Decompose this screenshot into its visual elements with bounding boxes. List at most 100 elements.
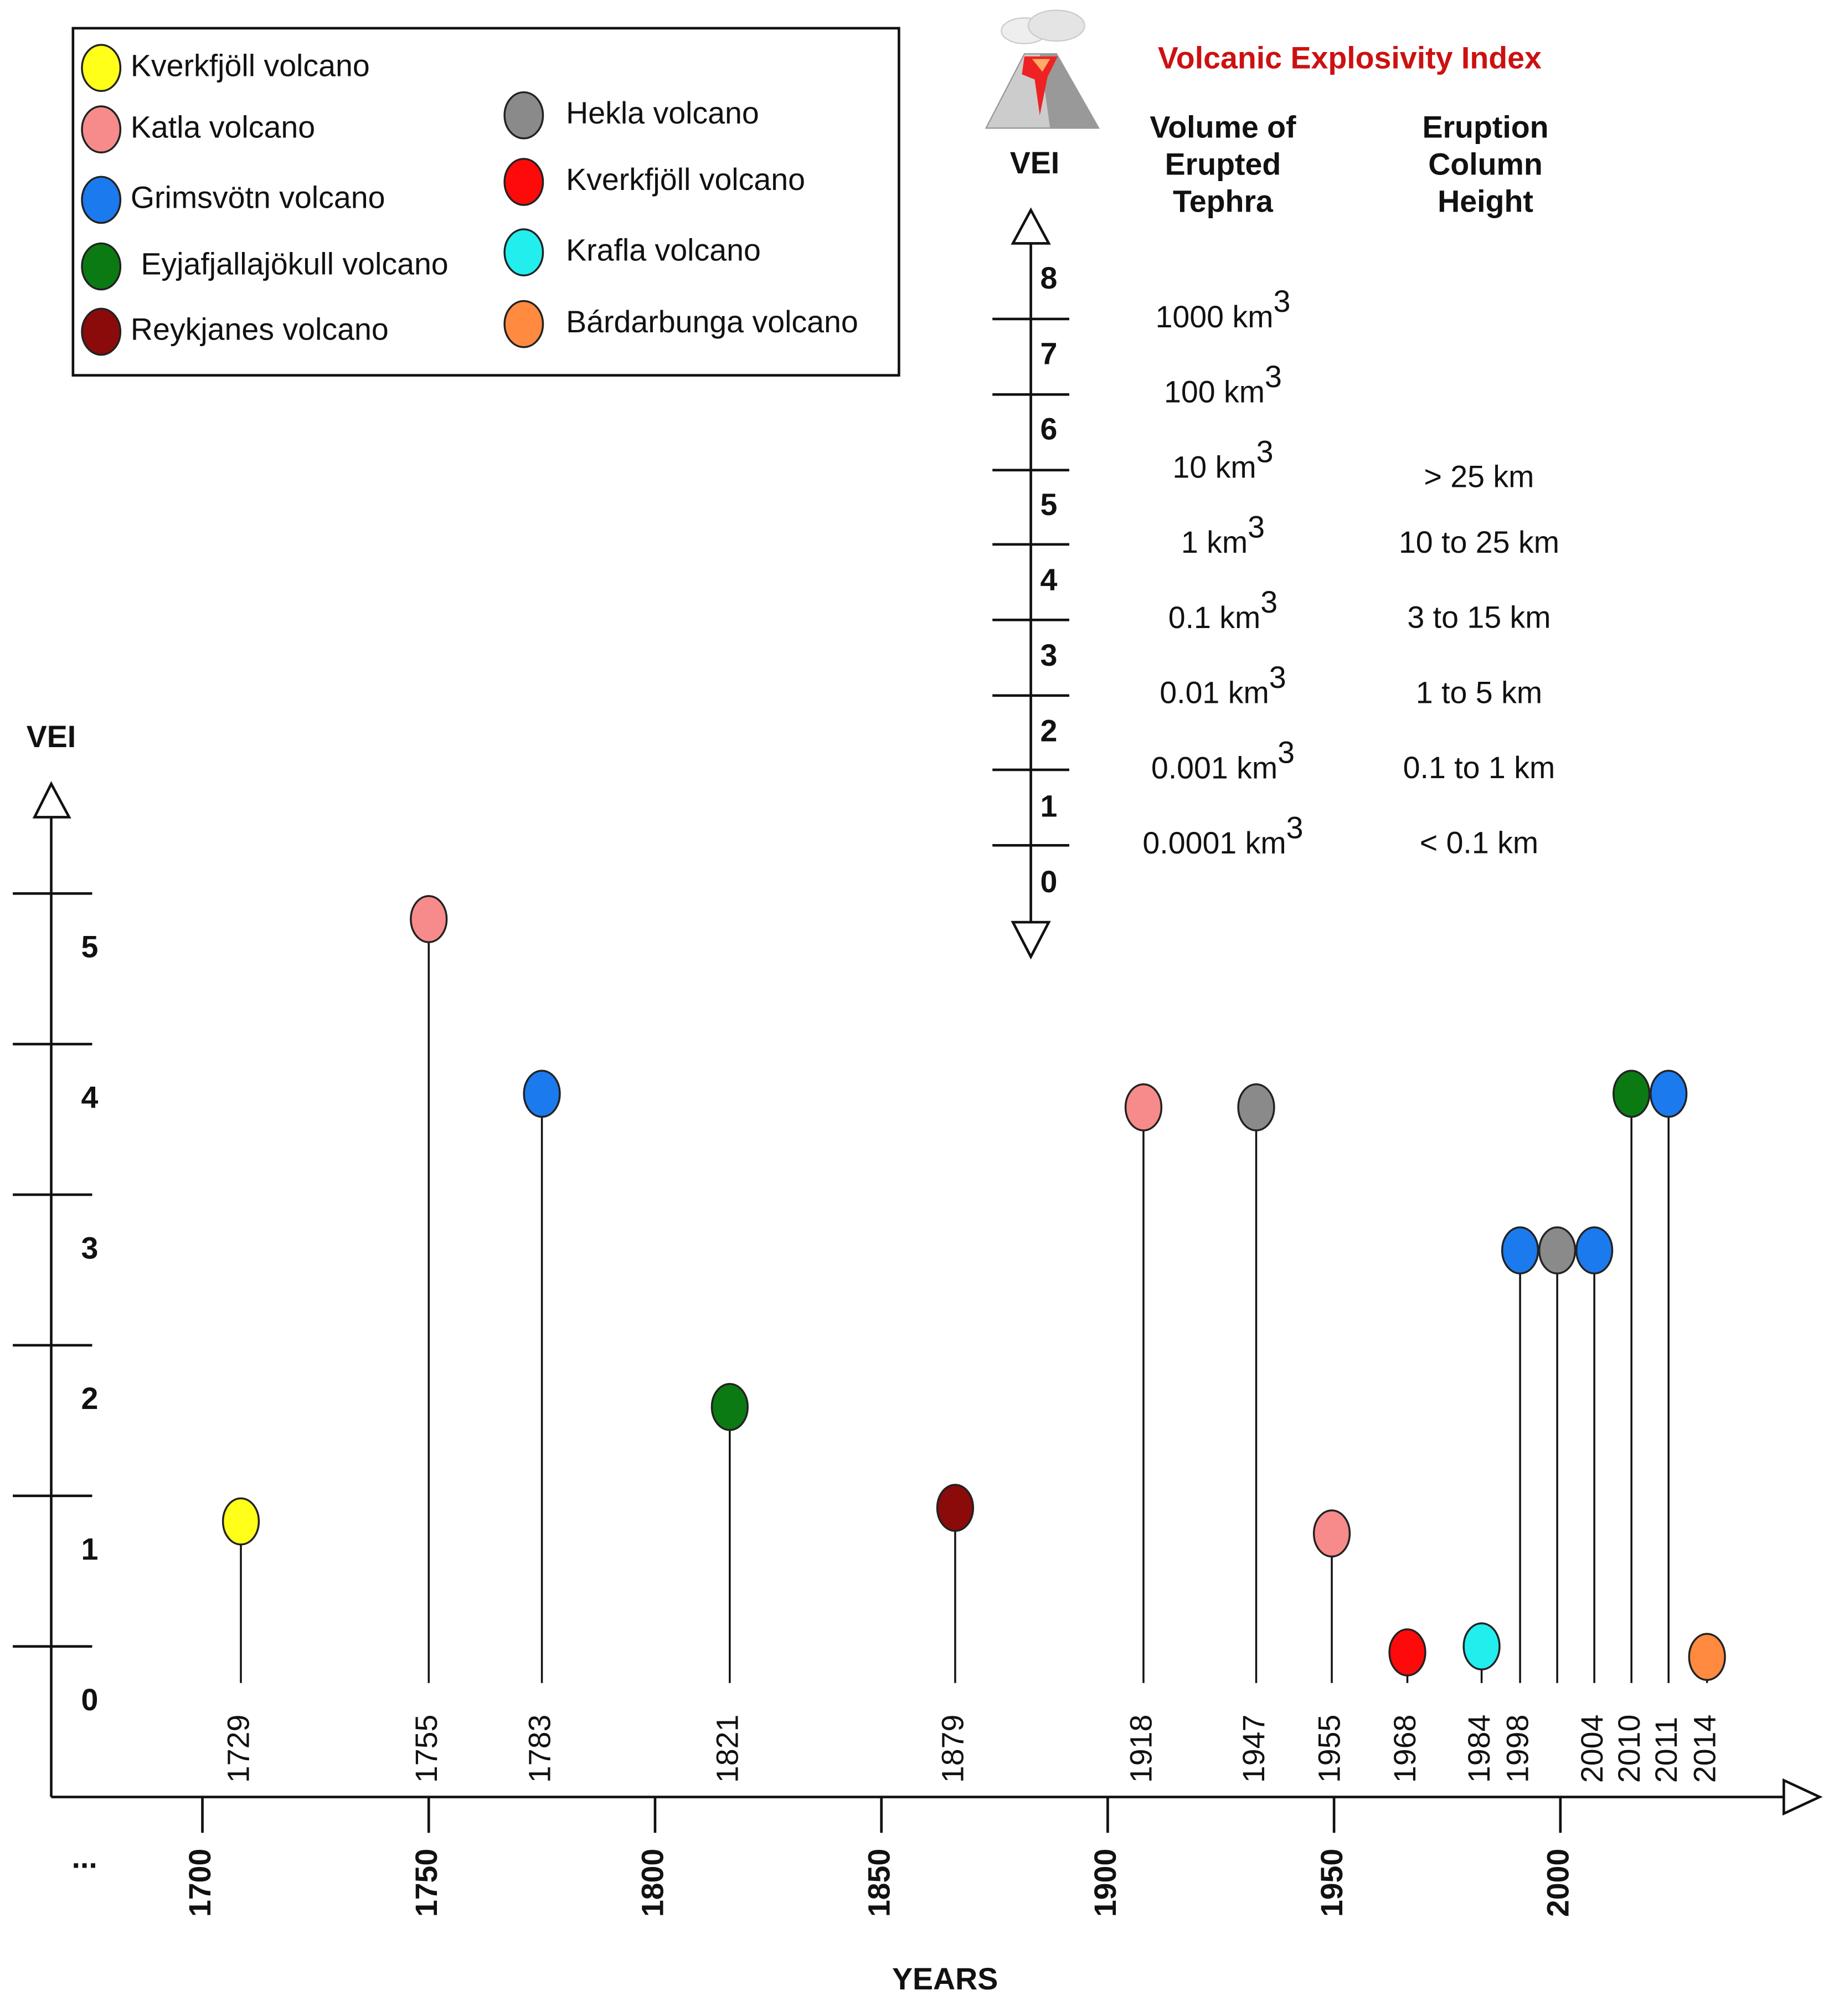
volume-value: 10 km [1172,450,1256,484]
eruption-marker [410,895,448,943]
volume-cell: 10 km3 [1172,434,1273,484]
legend-label: Bárdarbunga volcano [566,305,858,339]
legend-label: Reykjanes volcano [131,312,389,347]
volume-exponent: 3 [1278,735,1295,769]
year-label: 1729 [222,1715,256,1783]
year-label: 1955 [1312,1715,1347,1783]
volume-header: Tephra [1173,184,1274,218]
x-tick-label: 1900 [1088,1849,1122,1917]
eruption-marker [1124,1083,1163,1132]
eruption-marker [523,1069,561,1118]
volume-cell: 0.0001 km3 [1142,810,1303,860]
height-cell: > 25 km [1424,460,1534,494]
legend-swatch [81,105,122,153]
year-label: 2004 [1575,1715,1609,1783]
height-cell: 0.1 to 1 km [1403,750,1555,785]
vei-arrow-up [1011,207,1051,245]
legend-swatch [503,91,544,140]
vei-level: 8 [1041,261,1058,295]
volume-cell: 0.001 km3 [1151,735,1295,785]
legend-label: Kverkfjöll volcano [566,162,805,197]
height-header: Height [1438,184,1533,218]
height-header: Eruption [1422,110,1548,144]
eruption-marker [222,1497,260,1546]
vei-level: 0 [1041,865,1058,899]
volume-header: Volume of [1150,110,1296,144]
volume-exponent: 3 [1265,359,1282,394]
y-axis-label: VEI [27,719,76,754]
volume-cell: 1 km3 [1181,510,1265,559]
y-tick-label: 4 [81,1080,98,1114]
x-axis-start: ... [71,1840,97,1874]
y-axis-arrow [32,781,71,819]
year-label: 2011 [1649,1717,1683,1783]
vei-title: Volcanic Explosivity Index [1158,40,1542,75]
eruption-marker [1462,1622,1501,1670]
eruption-marker [1650,1069,1688,1118]
vei-level: 1 [1041,789,1058,824]
legend-label: Hekla volcano [566,96,759,130]
vei-level: 6 [1041,412,1058,446]
volume-value: 1000 km [1156,300,1274,334]
eruption-marker [1237,1083,1275,1132]
eruption-marker [1312,1509,1351,1558]
legend-label: Grimsvötn volcano [131,180,385,214]
x-tick-label: 1750 [409,1849,444,1917]
eruption-marker [936,1484,975,1532]
year-label: 1984 [1462,1715,1496,1783]
year-label: 1968 [1388,1715,1422,1783]
vei-level: 2 [1041,713,1058,748]
volume-exponent: 3 [1286,810,1304,845]
legend-swatch [81,176,122,224]
x-tick-label: 2000 [1541,1849,1575,1917]
year-label: 2014 [1687,1715,1722,1783]
eruption-marker [1388,1628,1426,1676]
year-label: 1783 [522,1715,557,1783]
legend-label: Katla volcano [131,110,315,144]
x-tick-label: 1800 [636,1849,670,1917]
vei-level: 7 [1041,336,1058,371]
eruption-marker [1575,1226,1614,1274]
height-cell: < 0.1 km [1420,826,1538,860]
plot: 0 1 2 3 4 5 1700 1750 1800 1850 1900 1950 2000 1729 17… [13,892,1726,1917]
legend-label: Krafla volcano [566,233,761,267]
year-label: 2010 [1612,1715,1646,1783]
legend-swatch [81,242,122,291]
eruption-marker [1501,1226,1539,1274]
height-header: Column [1428,147,1543,181]
y-tick-label: 5 [81,930,98,964]
volcano-icon [985,9,1100,129]
volume-value: 1 km [1181,525,1248,559]
legend-swatch [503,300,544,348]
volume-cell: 0.01 km3 [1160,660,1286,710]
y-tick-label: 2 [81,1381,98,1416]
volume-header: Erupted [1165,147,1281,181]
legend-swatch [503,158,544,206]
height-cell: 1 to 5 km [1416,675,1542,709]
x-tick-label: 1850 [862,1849,896,1917]
legend-swatch [81,307,122,356]
y-tick-label: 1 [81,1532,98,1566]
vei-ticks [992,317,1069,847]
eruption-marker [710,1382,749,1431]
legend-label: Eyjafjallajökull volcano [141,247,448,281]
volume-exponent: 3 [1269,660,1286,695]
vei-axis-label: VEI [1010,146,1059,180]
legend-swatch [81,44,122,92]
x-tick-label: 1950 [1315,1849,1349,1917]
vei-level: 5 [1041,487,1058,522]
eruption-marker [1538,1226,1577,1274]
year-label: 1879 [936,1715,970,1783]
volume-value: 0.0001 km [1142,826,1286,860]
volume-cell: 100 km3 [1164,359,1282,409]
volume-value: 0.001 km [1151,750,1278,785]
volume-cell: 0.1 km3 [1168,585,1278,635]
year-label: 1821 [710,1715,744,1783]
eruption-marker [1688,1633,1726,1681]
vei-arrow-down [1011,920,1051,960]
y-tick-label: 3 [81,1231,98,1265]
volume-value: 100 km [1164,374,1265,409]
legend-swatch [503,228,544,276]
